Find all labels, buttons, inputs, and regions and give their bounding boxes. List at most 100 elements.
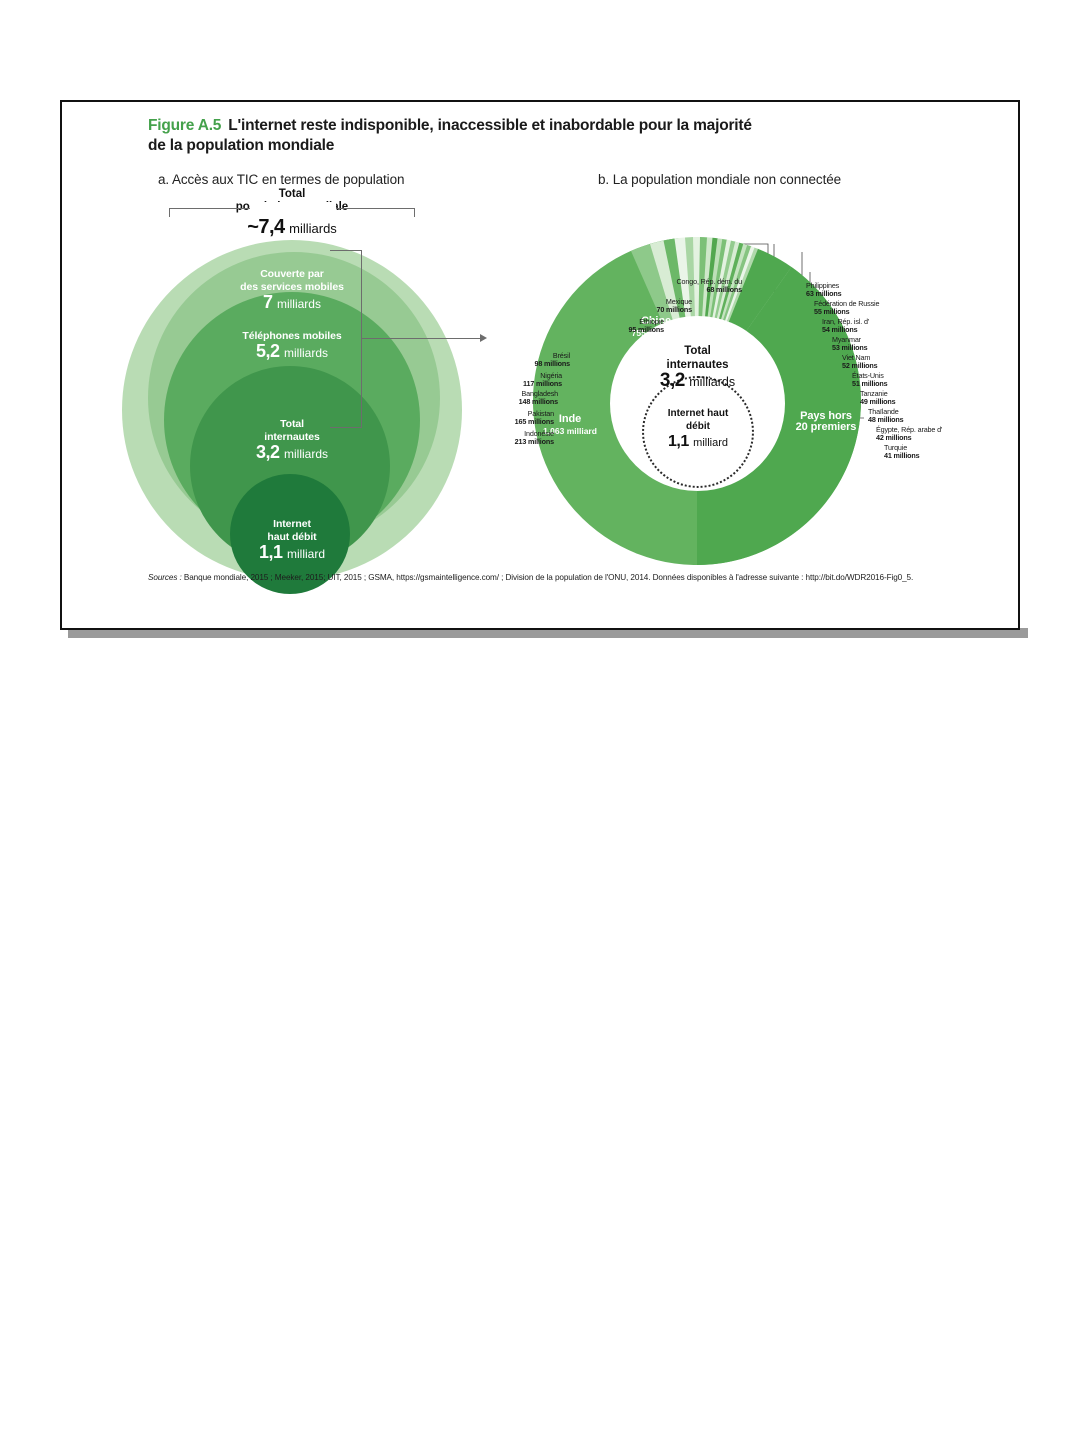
leader-label-philippines-name: Philippines xyxy=(806,281,840,290)
center-total-unit: milliards xyxy=(689,375,736,389)
leader-label-pakistan-name: Pakistan xyxy=(527,409,555,418)
circle-label-mobile-phones-line1: Téléphones mobiles xyxy=(242,330,342,342)
panel-connector-arrow-icon xyxy=(480,334,487,342)
leader-label-ethiopie: Éthiopie 95 millions xyxy=(556,317,665,335)
leader-label-iran-name: Iran, Rép. isl. d' xyxy=(822,317,870,326)
total-population-unit: milliards xyxy=(289,221,337,236)
figure-number: Figure A.5 xyxy=(148,117,222,134)
figure-title-text-1: L'internet reste indisponible, inaccessi… xyxy=(228,117,752,134)
leader-label-bresil-name: Brésil xyxy=(552,351,570,360)
leader-label-thailande: Thaïlande 48 millions xyxy=(868,407,904,425)
center-total-line2: internautes xyxy=(666,359,729,371)
total-population-label-line1: Total xyxy=(278,188,306,200)
circle-value-broadband-number: 1,1 xyxy=(259,542,283,562)
leader-label-pakistan: Pakistan 165 millions xyxy=(430,409,555,427)
circle-label-mobile-coverage: Couverte par des services mobiles 7 mill… xyxy=(82,268,502,311)
leader-label-indonesie-value: 213 millions xyxy=(514,437,555,447)
center-total-line1: Total xyxy=(684,345,711,357)
leader-label-bresil: Brésil 98 millions xyxy=(460,351,571,369)
circle-value-total-internet-users-unit: milliards xyxy=(283,447,328,461)
circle-value-total-internet-users: 3,2 milliards xyxy=(82,443,502,461)
total-population-value: ~7,4 milliards xyxy=(82,216,502,239)
figure-title-line-2: de la population mondiale xyxy=(148,137,335,154)
figure-frame: Figure A.5 L'internet reste indisponible,… xyxy=(60,100,1020,630)
leader-label-philippines: Philippines 63 millions xyxy=(806,281,842,298)
leader-label-russie: Fédération de Russie 55 millions xyxy=(814,299,880,317)
slice-label-chine-name: Chine xyxy=(640,315,672,327)
center-broadband-number: 1,1 xyxy=(667,433,689,450)
center-total-value: 3,2 milliards xyxy=(610,371,785,390)
leader-label-indonesie-name: Indonésie xyxy=(524,429,554,438)
panel-b-caption: b. La population mondiale non connectée xyxy=(598,172,842,187)
leader-label-etats-unis: États-Unis 51 millions xyxy=(852,371,888,388)
circle-value-mobile-coverage-number: 7 xyxy=(263,292,273,312)
circle-label-total-internet-users-line2: internautes xyxy=(264,431,320,443)
center-broadband-unit: milliard xyxy=(693,437,729,449)
leader-label-tanzanie: Tanzanie 49 millions xyxy=(860,389,896,407)
leader-label-myanmar-value: 53 millions xyxy=(832,343,868,353)
leader-label-tanzanie-value: 49 millions xyxy=(860,397,896,407)
circle-value-mobile-coverage-unit: milliards xyxy=(276,297,321,311)
leader-label-egypte-name: Égypte, Rép. arabe d' xyxy=(876,425,943,434)
leader-label-ethiopie-value: 95 millions xyxy=(628,325,665,335)
leader-label-myanmar: Myanmar 53 millions xyxy=(832,335,868,353)
circle-broadband xyxy=(230,474,350,594)
leader-label-ethiopie-name: Éthiopie xyxy=(639,317,664,326)
leader-label-turquie: Turquie 41 millions xyxy=(884,443,920,461)
slice-label-autres-line1: Pays hors xyxy=(800,410,852,422)
leader-label-turquie-name: Turquie xyxy=(884,443,908,452)
pie-wrap: Total internautes 3,2 milliards Internet… xyxy=(532,236,862,566)
circle-value-mobile-coverage: 7 milliards xyxy=(82,293,502,311)
figure-title-line-1: Figure A.5 L'internet reste indisponible,… xyxy=(148,116,988,136)
leader-label-mexique-value: 70 millions xyxy=(656,305,693,315)
panel-connector-bracket xyxy=(330,250,362,428)
frame-shadow xyxy=(68,628,1028,638)
circle-label-total-internet-users: Total internautes 3,2 milliards xyxy=(82,418,502,461)
slice-label-autres-line2: 20 premiers xyxy=(795,421,857,433)
figure-title-block: Figure A.5 L'internet reste indisponible,… xyxy=(148,116,988,156)
leader-label-vietnam: Viet Nam 52 millions xyxy=(842,353,878,371)
sources-text: Banque mondiale, 2015 ; Meeker, 2015; UI… xyxy=(181,573,914,582)
leader-label-etats-unis-name: États-Unis xyxy=(852,371,884,380)
circle-label-broadband: Internet haut débit 1,1 milliard xyxy=(82,518,502,561)
leader-label-iran: Iran, Rép. isl. d' 54 millions xyxy=(822,317,870,334)
nested-circles-group: Couverte par des services mobiles 7 mill… xyxy=(82,238,502,598)
panel-connector-line xyxy=(362,338,482,339)
leader-label-vietnam-value: 52 millions xyxy=(842,361,878,371)
slice-label-inde-value: 1,063 milliard xyxy=(543,426,597,436)
leader-label-mexique: Mexique 70 millions xyxy=(584,297,693,315)
leader-label-russie-value: 55 millions xyxy=(814,307,850,317)
slice-label-inde-name: Inde xyxy=(558,413,582,425)
panel-b-pie-chart: Total internautes 3,2 milliards Internet… xyxy=(492,188,1002,608)
leader-label-thailande-name: Thaïlande xyxy=(868,407,899,416)
sources-prefix: Sources : xyxy=(148,573,182,582)
leader-label-egypte-value: 42 millions xyxy=(876,433,912,443)
sources-note: Sources : Banque mondiale, 2015 ; Meeker… xyxy=(148,572,948,584)
leader-label-pakistan-value: 165 millions xyxy=(514,417,555,427)
slice-label-chine-value: 755 millions xyxy=(631,328,681,338)
slice-label-inde: Inde 1,063 milliard xyxy=(524,414,616,437)
leader-label-thailande-value: 48 millions xyxy=(868,415,904,425)
leader-label-vietnam-name: Viet Nam xyxy=(842,353,871,362)
broadband-dotted-circle xyxy=(642,376,754,488)
total-population-number: ~7,4 xyxy=(247,216,285,238)
leader-label-russie-name: Fédération de Russie xyxy=(814,299,880,308)
leader-label-bangladesh: Bangladesh 148 millions xyxy=(434,389,559,406)
panel-a-nested-circles: Total population mondiale ~7,4 milliards… xyxy=(82,188,502,608)
circle-label-broadband-line1: Internet xyxy=(273,518,311,530)
center-total-number: 3,2 xyxy=(659,370,685,391)
leader-label-bresil-value: 98 millions xyxy=(534,359,571,369)
circle-label-broadband-line2: haut débit xyxy=(267,531,317,543)
leader-label-nigeria-name: Nigéria xyxy=(540,371,562,380)
circle-value-mobile-phones-number: 5,2 xyxy=(256,341,280,361)
center-broadband-value: 1,1 milliard xyxy=(642,433,754,450)
leader-label-bangladesh-name: Bangladesh xyxy=(521,389,559,398)
circle-label-mobile-phones: Téléphones mobiles 5,2 milliards xyxy=(82,330,502,360)
leader-label-turquie-value: 41 millions xyxy=(884,451,920,461)
leader-label-myanmar-name: Myanmar xyxy=(832,335,861,344)
leader-label-egypte: Égypte, Rép. arabe d' 42 millions xyxy=(876,425,943,443)
center-broadband-line2: débit xyxy=(686,420,710,432)
circle-value-broadband: 1,1 milliard xyxy=(82,543,502,561)
center-broadband: Internet haut débit 1,1 milliard xyxy=(642,408,754,450)
